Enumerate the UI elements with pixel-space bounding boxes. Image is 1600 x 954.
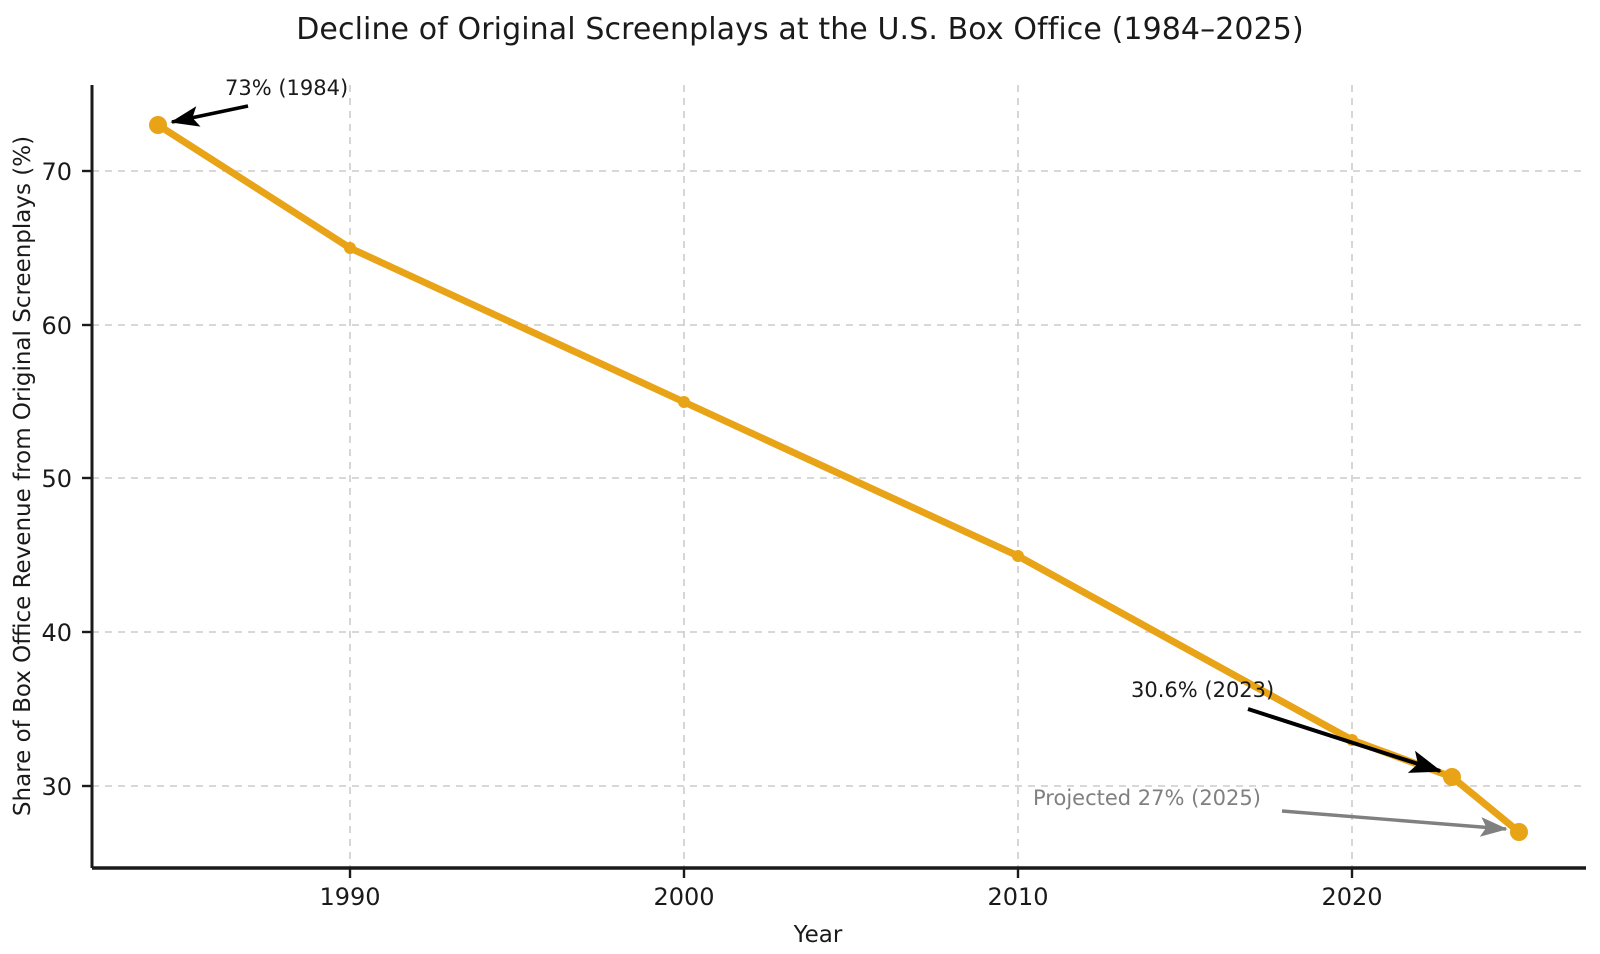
annotation-arrow-1984	[170, 104, 249, 127]
y-axis-ticks: 70 60 50 40 30	[41, 158, 92, 801]
annotation-1984: 73% (1984)	[170, 76, 348, 127]
annotation-label-1984: 73% (1984)	[225, 76, 348, 100]
data-point-2000	[678, 396, 690, 408]
x-tick-label-1990: 1990	[319, 883, 380, 911]
data-point-1990	[344, 242, 356, 254]
annotation-arrow-2023	[1247, 707, 1442, 773]
x-axis-ticks: 1990 2000 2010 2020	[319, 868, 1383, 911]
y-tick-label-60: 60	[41, 312, 72, 340]
annotation-label-2023: 30.6% (2023)	[1131, 678, 1274, 702]
chart-title: Decline of Original Screenplays at the U…	[296, 12, 1304, 47]
y-axis-label: Share of Box Office Revenue from Origina…	[10, 136, 36, 816]
x-tick-label-2010: 2010	[987, 883, 1048, 911]
y-tick-label-70: 70	[41, 158, 72, 186]
y-gridlines	[92, 170, 1586, 787]
y-tick-label-50: 50	[41, 465, 72, 493]
x-axis-label: Year	[793, 922, 843, 948]
data-point-2023	[1443, 768, 1461, 786]
annotation-2023: 30.6% (2023)	[1131, 678, 1442, 773]
annotation-label-2025: Projected 27% (2025)	[1033, 786, 1261, 810]
annotation-arrow-2025	[1281, 809, 1508, 837]
annotation-2025-projected: Projected 27% (2025)	[1033, 786, 1508, 837]
x-tick-label-2020: 2020	[1321, 883, 1382, 911]
data-point-2010	[1012, 550, 1024, 562]
data-point-2025	[1510, 823, 1528, 841]
x-tick-label-2000: 2000	[653, 883, 714, 911]
y-tick-label-40: 40	[41, 619, 72, 647]
data-point-1984	[149, 116, 167, 134]
y-tick-label-30: 30	[41, 773, 72, 801]
